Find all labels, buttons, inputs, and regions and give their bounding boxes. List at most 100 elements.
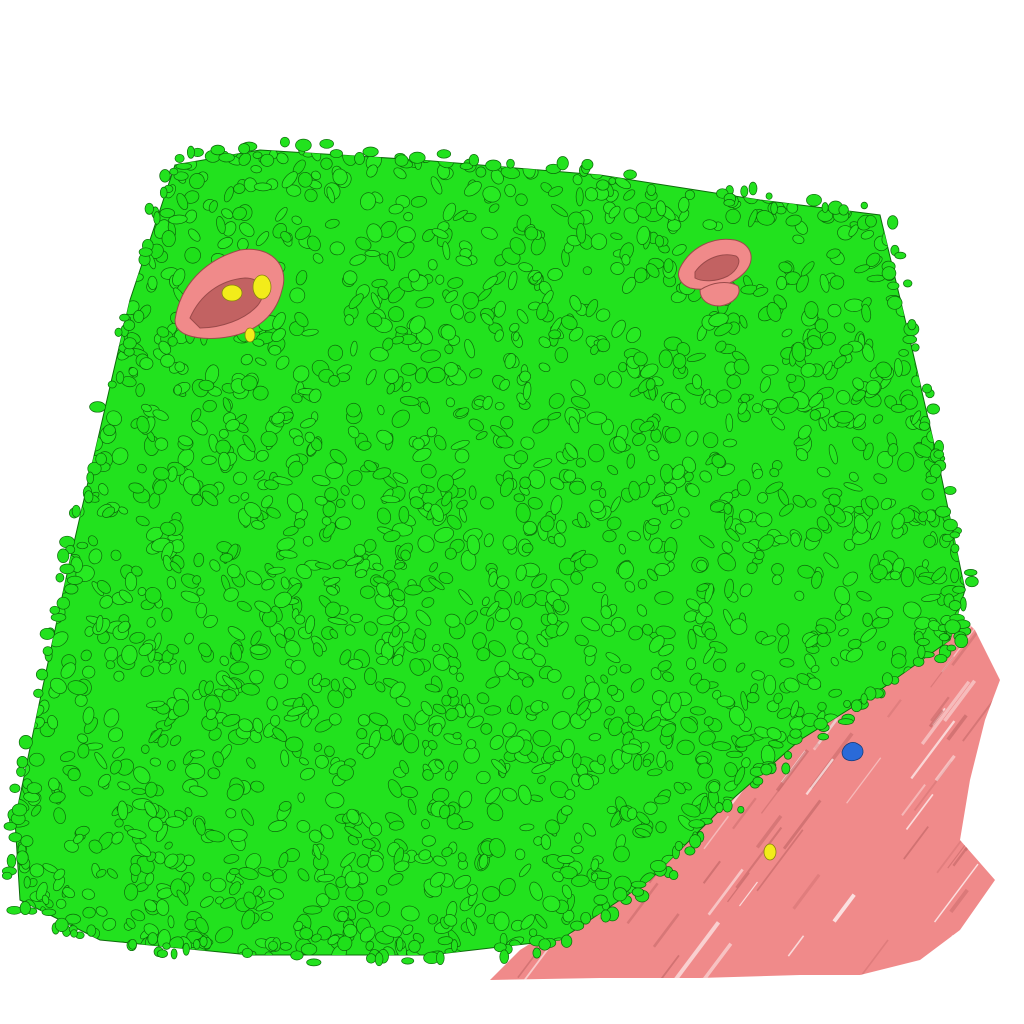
green-blob — [134, 211, 147, 224]
green-blob — [420, 463, 437, 479]
green-blob — [44, 305, 59, 319]
green-edge-blob — [86, 924, 97, 937]
green-blob — [901, 285, 913, 303]
pink-streak — [518, 948, 549, 980]
green-blob — [877, 640, 886, 651]
green-blob — [105, 660, 116, 670]
green-blob — [834, 411, 854, 424]
green-blob — [46, 225, 66, 240]
green-blob — [106, 224, 117, 235]
green-blob — [605, 706, 615, 716]
green-blob — [65, 206, 81, 227]
pink-streak — [1019, 918, 1024, 974]
green-blob — [935, 269, 946, 282]
green-edge-blob — [770, 201, 778, 215]
green-edge-blob — [965, 576, 979, 588]
green-blob — [911, 166, 925, 187]
green-blob — [637, 578, 648, 590]
green-blob — [485, 787, 501, 805]
green-edge-blob — [538, 938, 551, 951]
green-blob — [15, 939, 21, 950]
green-edge-blob — [128, 938, 137, 950]
pink-streak — [949, 888, 969, 913]
green-blob — [229, 868, 240, 876]
pink-streak — [951, 631, 979, 667]
green-blob — [955, 394, 965, 406]
green-edge-blob — [650, 860, 667, 873]
green-blob — [756, 150, 776, 152]
green-blob — [27, 918, 41, 936]
pink-streak — [993, 618, 1000, 640]
green-blob — [432, 703, 447, 715]
green-edge-blob — [806, 193, 822, 207]
pink-streak — [1011, 648, 1024, 680]
green-blob — [814, 318, 829, 333]
green-edge-blob — [3, 821, 17, 831]
pink-streak — [1005, 723, 1024, 775]
green-blob — [139, 357, 154, 370]
green-edge-blob — [911, 343, 920, 352]
green-edge-blob — [11, 803, 28, 817]
green-blob — [627, 530, 641, 542]
green-blob — [25, 918, 41, 935]
green-blob — [58, 442, 73, 456]
green-blob — [619, 663, 632, 674]
green-blob — [793, 150, 809, 159]
green-blob — [25, 449, 37, 465]
green-blob — [398, 506, 410, 524]
green-blob — [618, 543, 626, 555]
green-edge-blob — [684, 189, 695, 201]
green-blob — [510, 617, 523, 630]
green-blob — [688, 155, 698, 165]
green-blob — [100, 245, 113, 259]
green-blob — [952, 311, 965, 323]
green-blob — [173, 384, 182, 396]
green-blob — [81, 888, 95, 900]
green-blob — [106, 410, 122, 426]
green-blob — [161, 607, 173, 622]
green-edge-blob — [156, 949, 168, 958]
green-blob — [111, 831, 124, 845]
green-blob — [76, 436, 89, 448]
green-blob — [467, 715, 484, 729]
green-edge-blob — [329, 149, 343, 159]
green-blob — [512, 331, 520, 342]
pink-streak — [735, 826, 783, 889]
green-blob — [924, 355, 936, 373]
green-edge-blob — [95, 452, 107, 466]
green-blob — [776, 623, 790, 637]
pink-streak — [910, 720, 956, 780]
green-blob — [360, 585, 376, 599]
green-blob — [722, 438, 737, 448]
green-blob — [524, 226, 539, 241]
green-edge-blob — [887, 281, 900, 290]
green-blob — [725, 208, 741, 224]
green-blob — [27, 332, 44, 344]
green-blob — [61, 436, 73, 448]
green-edge-blob — [122, 337, 137, 350]
green-blob — [31, 329, 47, 342]
pink-streak — [626, 882, 659, 925]
green-edge-blob — [612, 887, 628, 902]
green-edge-blob — [394, 154, 409, 167]
green-blob — [19, 673, 39, 683]
green-blob — [940, 948, 951, 955]
green-blob — [41, 412, 53, 425]
green-edge-blob — [560, 934, 573, 948]
green-edge-blob — [740, 185, 749, 198]
green-blob — [450, 439, 470, 450]
green-blob — [123, 224, 138, 240]
green-blob — [913, 244, 926, 256]
green-blob — [858, 150, 869, 161]
green-blob — [365, 940, 375, 951]
green-blob — [23, 528, 43, 537]
green-blob — [844, 298, 865, 312]
green-blob — [792, 179, 810, 196]
green-blob — [547, 268, 563, 281]
green-edge-blob — [409, 151, 426, 164]
green-blob — [15, 166, 20, 178]
green-blob — [36, 320, 51, 332]
pink-streak — [832, 893, 856, 923]
green-edge-blob — [813, 717, 828, 730]
